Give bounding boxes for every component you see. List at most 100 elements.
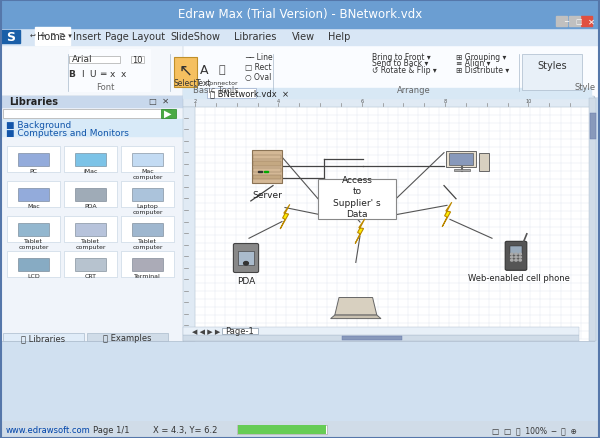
Bar (75, 258, 106, 272)
Bar (183, 107, 195, 342)
Polygon shape (335, 298, 377, 315)
Bar (581, 17, 592, 27)
Polygon shape (280, 205, 290, 230)
Bar (237, 425, 327, 434)
Circle shape (519, 257, 521, 258)
Text: B: B (68, 70, 76, 79)
FancyBboxPatch shape (505, 242, 527, 271)
Bar (18, 223, 49, 237)
Text: Select: Select (173, 79, 197, 88)
Text: Edraw Max (Trial Version) - BNetwork.vdx: Edraw Max (Trial Version) - BNetwork.vdx (178, 7, 422, 21)
Text: LCD: LCD (27, 274, 40, 279)
Text: Mac: Mac (27, 204, 40, 208)
Bar (183, 88, 591, 99)
Bar (569, 17, 580, 27)
Text: Page-1: Page-1 (226, 327, 254, 336)
Text: Send to Back ▾: Send to Back ▾ (372, 59, 428, 68)
Bar (18, 153, 49, 166)
Bar (69, 57, 120, 64)
Bar (132, 188, 163, 201)
Bar (253, 162, 281, 166)
Bar (183, 336, 579, 341)
Bar (258, 171, 262, 173)
Bar (64, 182, 117, 207)
Bar (238, 425, 326, 434)
Text: Tablet
computer: Tablet computer (76, 239, 106, 250)
Bar (121, 182, 174, 207)
Bar (556, 17, 567, 27)
FancyBboxPatch shape (233, 244, 259, 273)
Polygon shape (442, 203, 452, 227)
Text: ⊞ Grouping ▾: ⊞ Grouping ▾ (456, 53, 506, 61)
Bar (3, 333, 84, 342)
Circle shape (515, 257, 517, 258)
Bar (318, 180, 396, 219)
Text: Help: Help (328, 32, 350, 42)
Text: Mac
computer: Mac computer (133, 169, 163, 180)
Bar (342, 336, 402, 340)
Bar (69, 50, 150, 92)
Bar (64, 147, 117, 172)
Text: 8: 8 (443, 99, 446, 104)
Bar (446, 152, 476, 167)
Bar (121, 252, 174, 277)
Text: ↩  ↪  💾  📋  ▾: ↩ ↪ 💾 📋 ▾ (30, 32, 72, 39)
Text: Bring to Front ▾: Bring to Front ▾ (372, 53, 431, 61)
Bar (183, 96, 594, 342)
Text: 📋 Examples: 📋 Examples (103, 333, 151, 342)
Circle shape (511, 254, 513, 255)
Text: PDA: PDA (84, 204, 97, 208)
Text: ■ Background: ■ Background (6, 121, 71, 130)
Bar (252, 151, 282, 184)
Text: ─: ─ (564, 19, 569, 25)
Text: □: □ (575, 19, 583, 25)
Text: X = 4.3, Y= 6.2: X = 4.3, Y= 6.2 (153, 425, 217, 434)
Text: Access
to
Supplier' s
Data: Access to Supplier' s Data (333, 176, 381, 218)
Text: Page Layout: Page Layout (105, 32, 165, 42)
Text: Laptop
computer: Laptop computer (133, 204, 163, 215)
Bar (0, 128, 183, 137)
Bar (449, 153, 473, 165)
Text: I: I (81, 70, 83, 79)
Text: ⊞ Distribute ▾: ⊞ Distribute ▾ (456, 66, 509, 74)
Bar (522, 55, 582, 91)
Bar (1, 31, 20, 44)
Bar (121, 217, 174, 242)
Bar (183, 327, 579, 335)
Text: □  □  🖨  100%  ─  🛡  ⊕: □ □ 🖨 100% ─ 🛡 ⊕ (492, 425, 577, 434)
Text: 📚 Libraries: 📚 Libraries (21, 333, 65, 342)
Circle shape (515, 254, 517, 255)
Text: ═: ═ (100, 70, 105, 79)
Text: PC: PC (29, 169, 38, 173)
Bar (0, 28, 600, 46)
Bar (3, 110, 171, 118)
Text: Libraries: Libraries (9, 97, 58, 106)
Text: x: x (110, 70, 115, 79)
Text: Insert: Insert (73, 32, 101, 42)
Bar (207, 88, 256, 99)
Text: 4: 4 (277, 99, 280, 104)
Polygon shape (355, 219, 365, 244)
Text: Arial: Arial (72, 55, 92, 64)
Bar (0, 421, 600, 438)
Bar (18, 258, 49, 272)
Text: SlideShow: SlideShow (170, 32, 220, 42)
Circle shape (511, 260, 513, 261)
Bar (132, 153, 163, 166)
Circle shape (244, 262, 248, 265)
Text: 10: 10 (526, 99, 532, 104)
Circle shape (519, 254, 521, 255)
Bar (510, 246, 522, 254)
Bar (18, 188, 49, 201)
Text: Arrange: Arrange (397, 86, 431, 95)
Bar (253, 169, 281, 173)
Bar (589, 99, 596, 342)
Bar (174, 58, 197, 88)
Text: A: A (200, 64, 208, 77)
Polygon shape (331, 315, 381, 319)
Bar (75, 223, 106, 237)
Text: www.edrawsoft.com: www.edrawsoft.com (6, 425, 91, 434)
Text: Terminal: Terminal (134, 274, 161, 279)
Text: View: View (292, 32, 314, 42)
Circle shape (519, 260, 521, 261)
